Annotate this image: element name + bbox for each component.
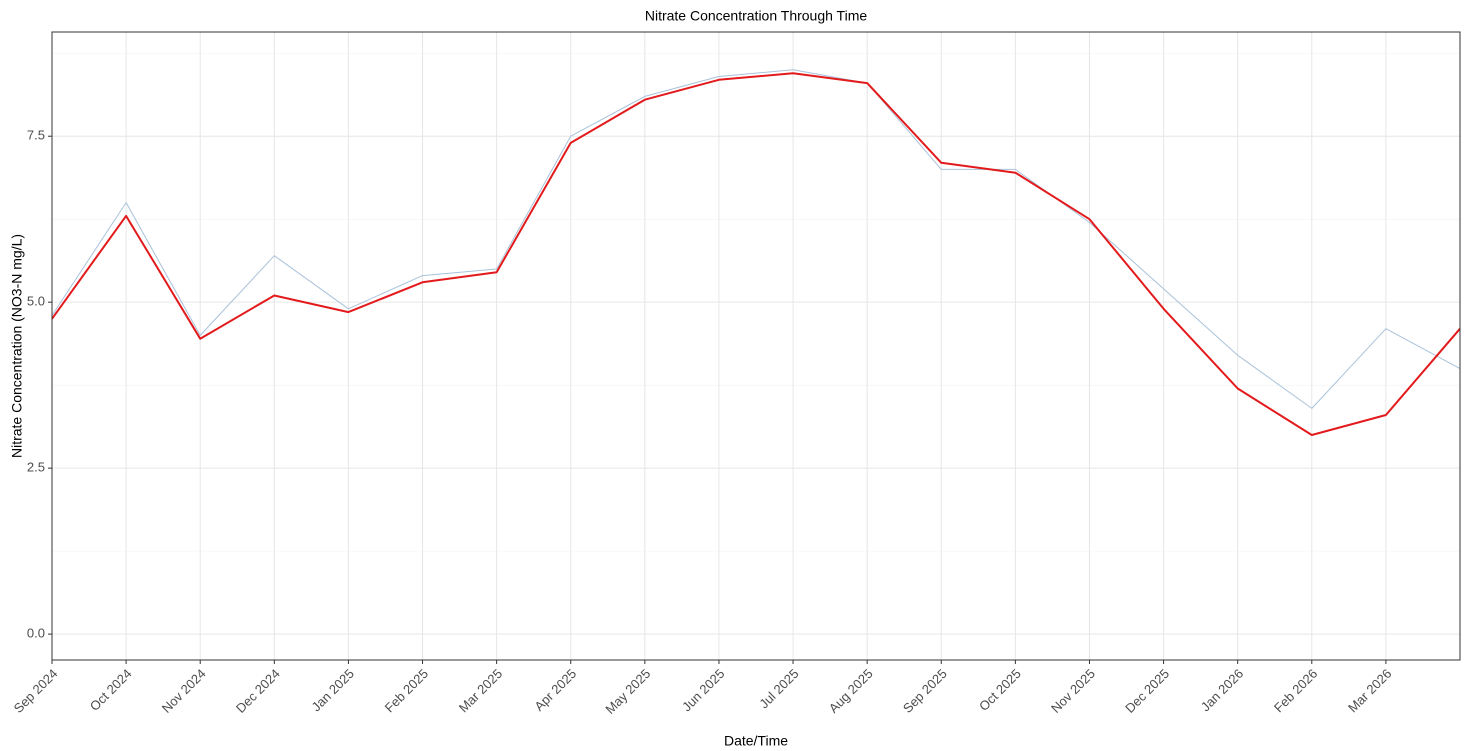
x-axis-title: Date/Time bbox=[724, 733, 788, 749]
y-tick-label: 0.0 bbox=[27, 626, 45, 641]
chart-title: Nitrate Concentration Through Time bbox=[645, 8, 868, 24]
y-axis-title: Nitrate Concentration (NO3-N mg/L) bbox=[9, 234, 25, 458]
background bbox=[0, 0, 1467, 751]
y-tick-label: 5.0 bbox=[27, 294, 45, 309]
chart: Nitrate Concentration Through Time Date/… bbox=[0, 0, 1467, 751]
y-tick-label: 2.5 bbox=[27, 460, 45, 475]
y-tick-label: 7.5 bbox=[27, 128, 45, 143]
